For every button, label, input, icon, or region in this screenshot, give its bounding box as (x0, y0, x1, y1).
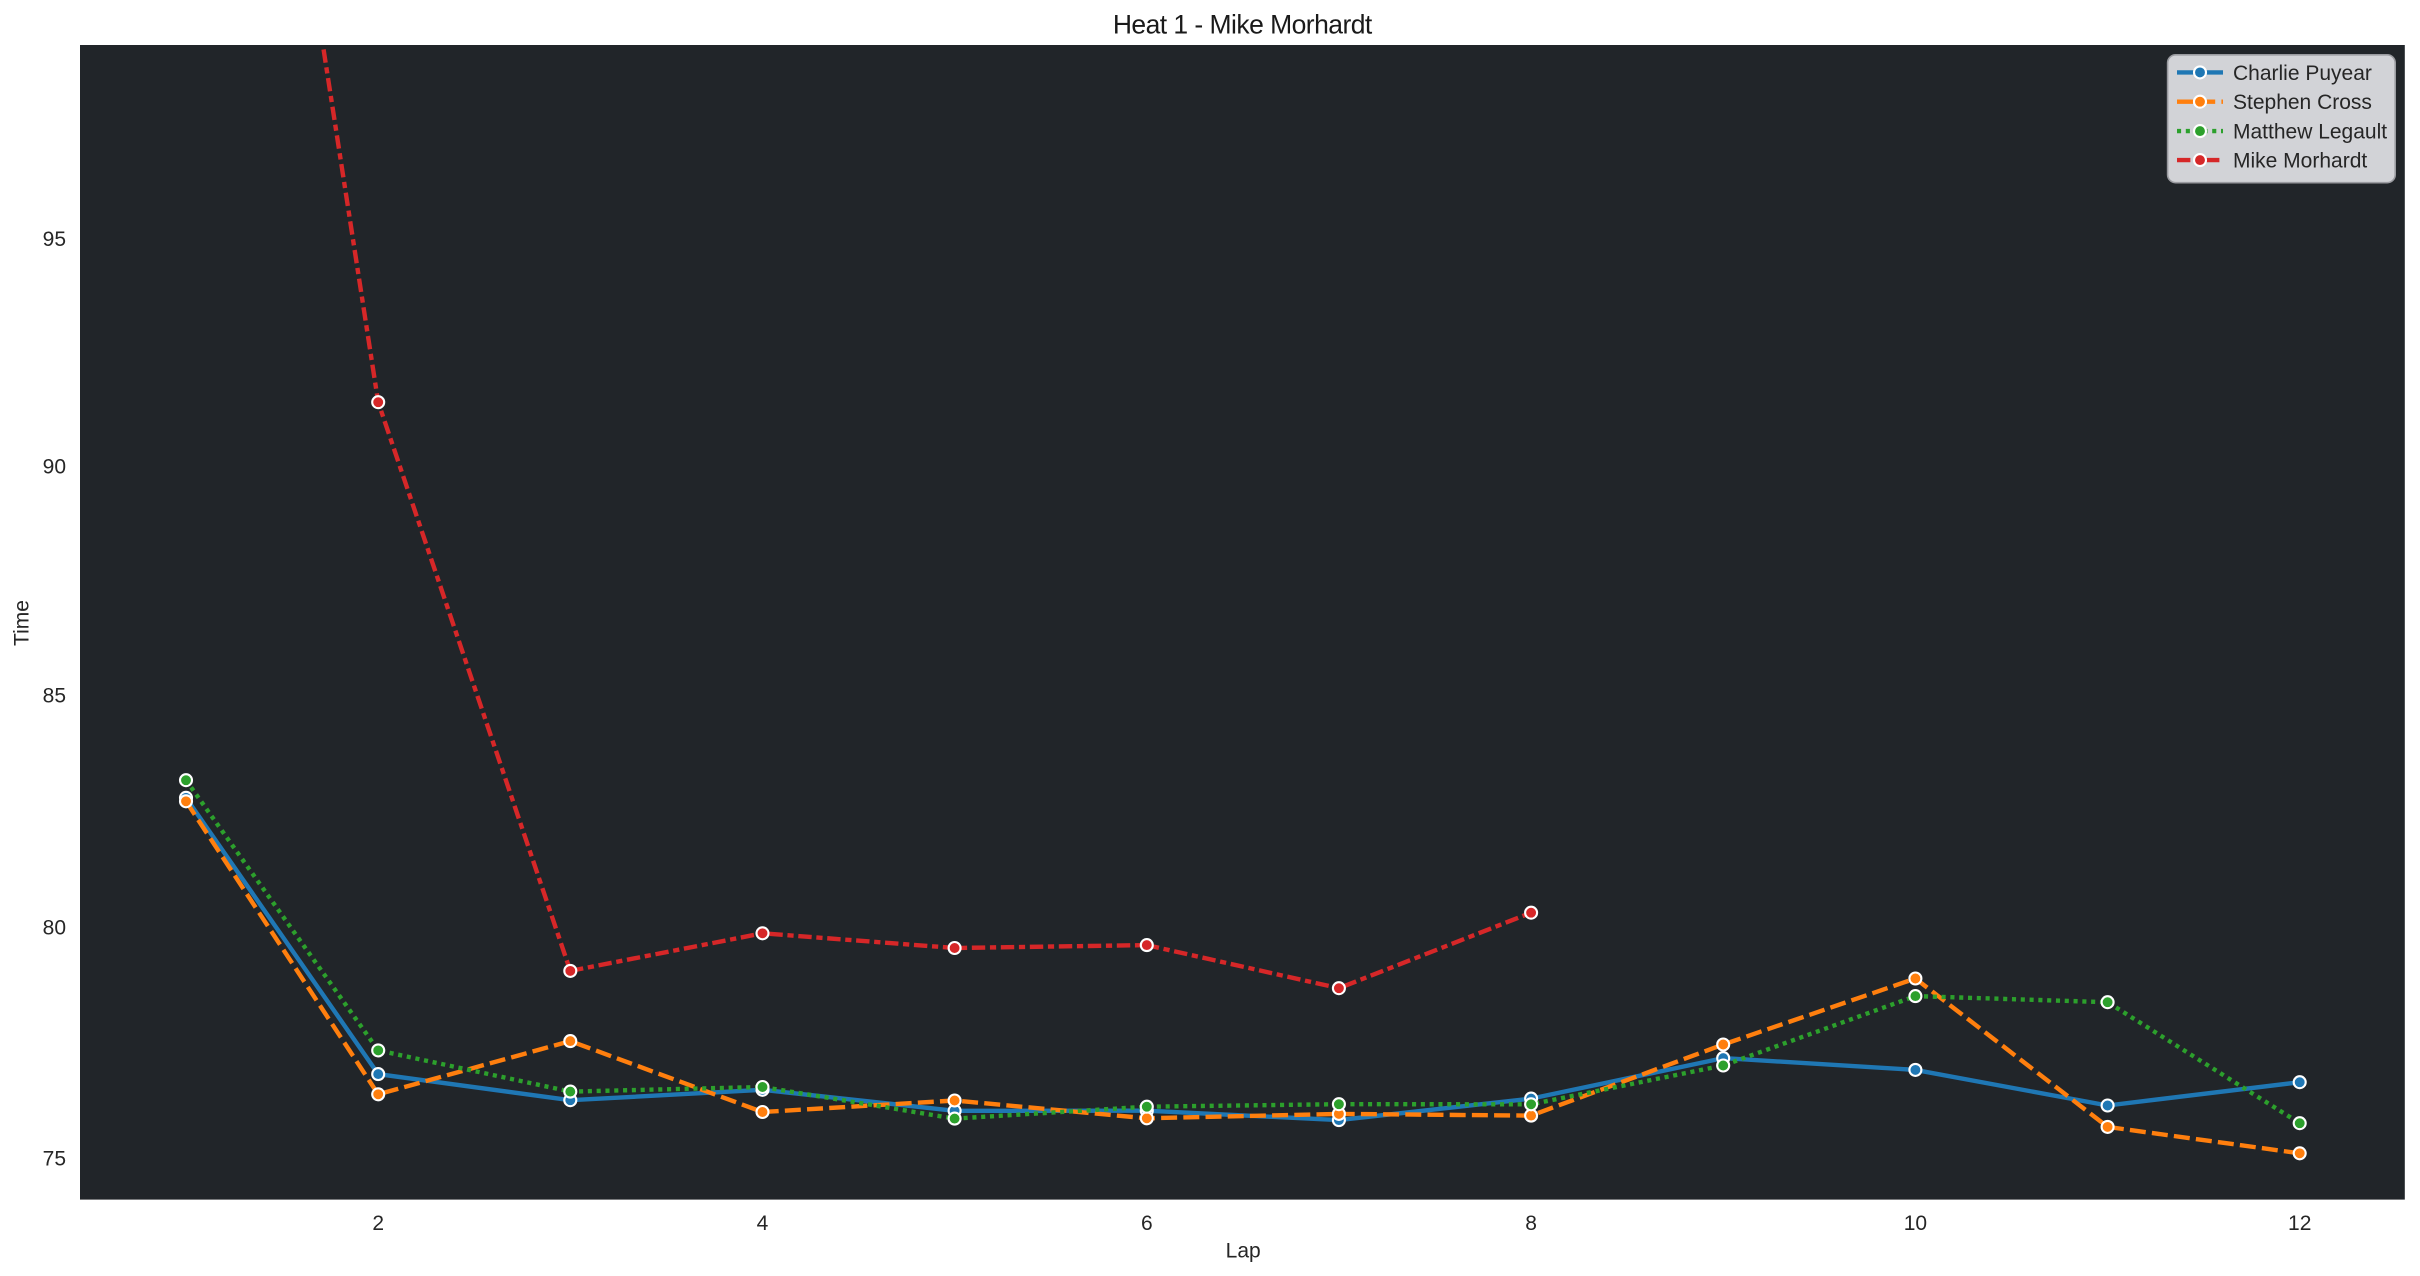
svg-text:Stephen Cross: Stephen Cross (2233, 91, 2372, 114)
svg-text:85: 85 (43, 685, 66, 708)
svg-text:80: 80 (43, 916, 66, 939)
svg-text:Matthew Legault: Matthew Legault (2233, 121, 2387, 144)
svg-text:95: 95 (43, 228, 66, 251)
svg-text:Mike Morhardt: Mike Morhardt (2233, 150, 2367, 173)
svg-text:4: 4 (757, 1212, 769, 1235)
svg-text:Heat 1 - Mike Morhardt: Heat 1 - Mike Morhardt (1113, 10, 1373, 40)
svg-text:75: 75 (43, 1148, 66, 1171)
svg-text:8: 8 (1525, 1212, 1537, 1235)
svg-text:90: 90 (43, 455, 66, 478)
svg-text:6: 6 (1141, 1212, 1153, 1235)
svg-text:12: 12 (2288, 1212, 2311, 1235)
svg-text:Lap: Lap (1226, 1240, 1261, 1263)
svg-text:Time: Time (11, 600, 34, 646)
svg-text:Charlie Puyear: Charlie Puyear (2233, 62, 2372, 85)
svg-text:2: 2 (372, 1212, 384, 1235)
svg-text:10: 10 (1904, 1212, 1927, 1235)
